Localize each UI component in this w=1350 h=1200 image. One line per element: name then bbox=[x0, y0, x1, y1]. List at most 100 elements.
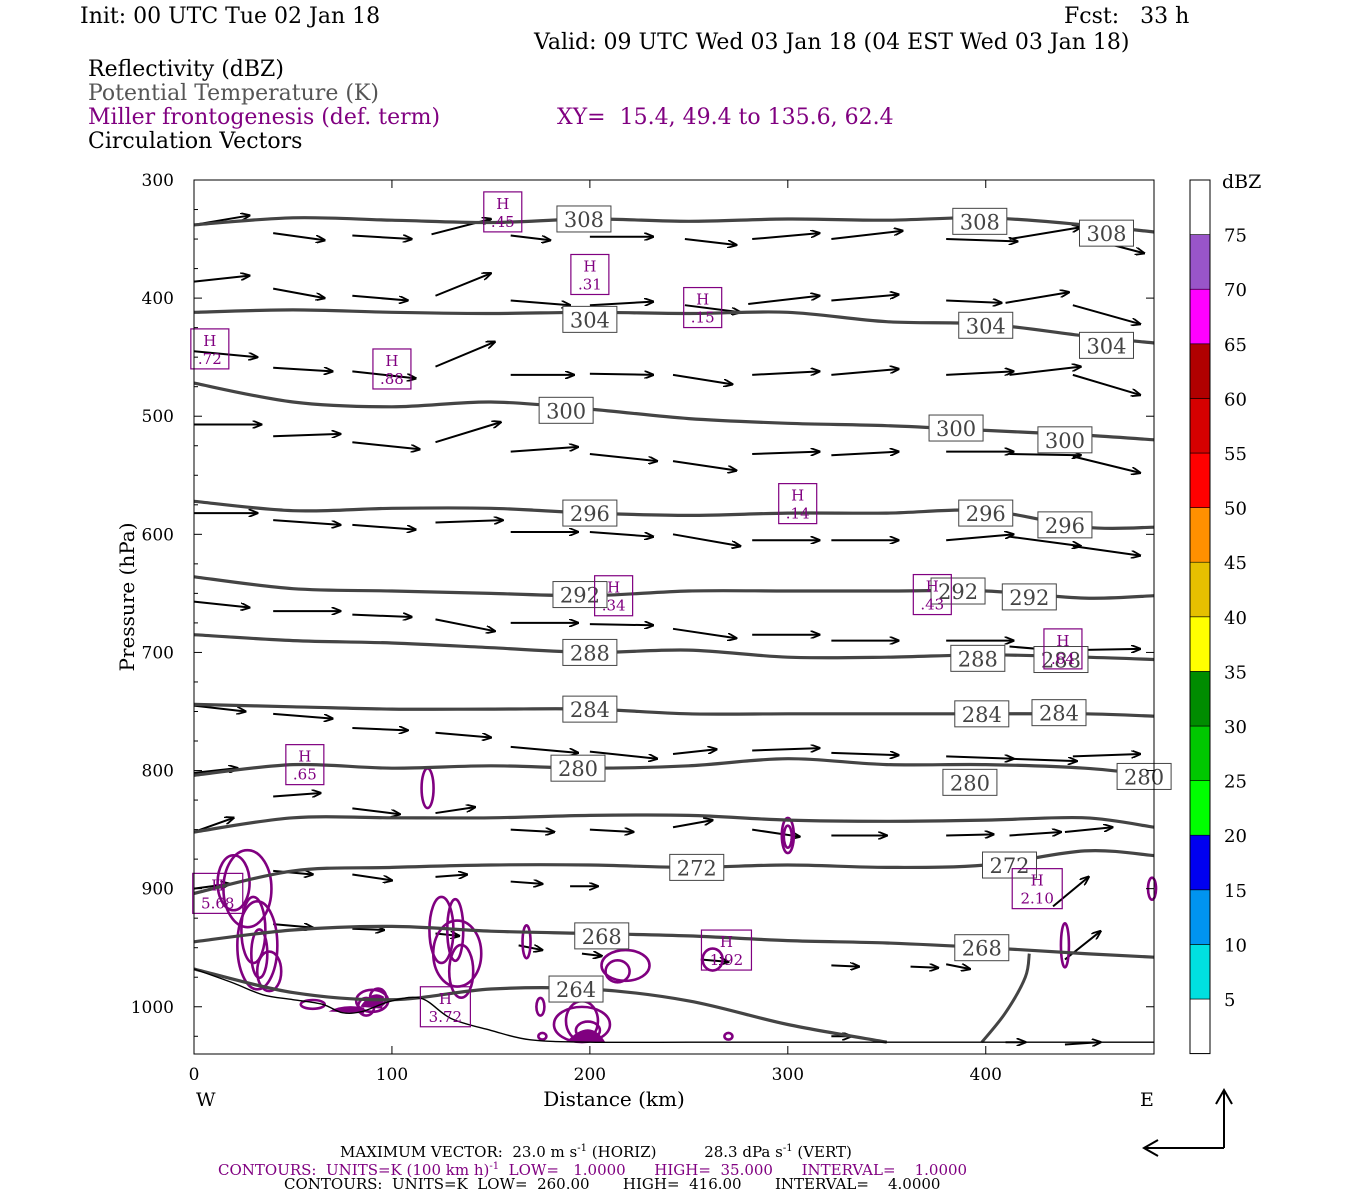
theta-label-box bbox=[958, 311, 1014, 339]
frontogenesis-maxima: H.45H.31H.15H.72 H.88H.14H.34H.43H.64H.65… bbox=[190, 191, 1083, 1028]
terrain-line bbox=[193, 968, 1154, 1044]
fronto-max-value: .64 bbox=[1051, 650, 1075, 668]
max-vector-label: MAXIMUM VECTOR: bbox=[340, 1143, 503, 1161]
vector-arrow bbox=[1072, 545, 1140, 555]
theta-label: 304 bbox=[570, 308, 610, 332]
fronto-max-value: 5.68 bbox=[201, 894, 234, 912]
theta-contour-280 bbox=[193, 757, 1155, 777]
vector-arrow bbox=[352, 728, 407, 730]
theta-label-box bbox=[1037, 426, 1093, 454]
vector-arrow bbox=[831, 452, 898, 457]
fronto-max-box bbox=[419, 986, 471, 1028]
theta-label: 300 bbox=[546, 399, 586, 423]
theta-label: 304 bbox=[1086, 334, 1126, 358]
vector-arrow bbox=[193, 600, 249, 608]
plot-frame bbox=[193, 179, 1155, 1055]
fronto-max-h: H bbox=[926, 578, 939, 596]
vector-arrow bbox=[352, 873, 392, 880]
colorbar-swatch bbox=[1189, 998, 1211, 1054]
vector-arrow bbox=[946, 239, 1017, 241]
theta-label-box bbox=[982, 851, 1038, 879]
theta-contour-296 bbox=[193, 499, 1155, 531]
theta-label-box bbox=[1031, 699, 1087, 727]
fronto-contour-units: CONTOURS: UNITS=K (100 km h) bbox=[218, 1161, 490, 1179]
vector-arrow bbox=[831, 753, 898, 755]
vector-arrow bbox=[1072, 304, 1140, 324]
frontogenesis-contour bbox=[782, 824, 794, 849]
x-tick-label: 200 bbox=[574, 1065, 606, 1085]
colorbar-label: 20 bbox=[1224, 826, 1247, 847]
vector-arrow bbox=[672, 373, 732, 384]
vector-arrow bbox=[946, 834, 994, 835]
fronto-max-value: 1.92 bbox=[710, 951, 743, 969]
fronto-max-value: 2.10 bbox=[1021, 890, 1054, 908]
theta-contour-288 bbox=[193, 633, 1155, 662]
frontogenesis-filled bbox=[566, 1029, 606, 1043]
fronto-max-value: .45 bbox=[491, 213, 515, 231]
theta-contour-300 bbox=[193, 381, 1155, 442]
fronto-max-h: H bbox=[211, 876, 224, 894]
vector-arrow bbox=[1064, 931, 1101, 961]
theta-label: 308 bbox=[1086, 222, 1126, 246]
colorbar-label: 65 bbox=[1224, 335, 1247, 356]
vector-arrow bbox=[435, 273, 490, 297]
fronto-max-box bbox=[778, 483, 818, 525]
frontogenesis-contour bbox=[236, 900, 279, 991]
fronto-max-h: H bbox=[583, 257, 596, 275]
contour-labels: 308 308 308 304 304 304 300 300 300 296 296 296 292 2… bbox=[538, 205, 1172, 1003]
theta-label: 288 bbox=[570, 641, 610, 665]
theta-contour-276 bbox=[193, 813, 1155, 834]
vector-arrow bbox=[589, 624, 653, 625]
vector-arrow bbox=[1072, 754, 1140, 756]
theta-label-box bbox=[954, 934, 1010, 962]
theta-contour-info: CONTOURS: UNITS=K LOW= 260.00 HIGH= 416.… bbox=[284, 1175, 941, 1193]
fronto-max-box bbox=[1043, 628, 1083, 670]
colorbar-swatch bbox=[1189, 561, 1211, 618]
vector-arrow bbox=[1052, 877, 1089, 908]
theta-contour-268-branch bbox=[980, 953, 1031, 1044]
fronto-max-box bbox=[1011, 868, 1063, 910]
frontogenesis-contour bbox=[250, 928, 269, 980]
colorbar-label: 35 bbox=[1224, 662, 1247, 683]
vector-arrow bbox=[946, 756, 1013, 758]
vector-arrow bbox=[672, 533, 740, 546]
fronto-max-h: H bbox=[439, 990, 452, 1008]
fronto-max-box bbox=[372, 348, 412, 390]
colorbar-label: 50 bbox=[1224, 499, 1247, 520]
theta-label: 308 bbox=[564, 208, 604, 232]
theta-label-box bbox=[562, 499, 618, 527]
vector-arrow bbox=[435, 520, 502, 522]
x-tick-label: 100 bbox=[376, 1065, 408, 1085]
theta-label: 272 bbox=[677, 856, 717, 880]
x-tick-label: 0 bbox=[189, 1065, 200, 1085]
vert-tail: (VERT) bbox=[797, 1143, 852, 1161]
vector-arrow bbox=[910, 967, 939, 968]
frontogenesis-contour bbox=[447, 943, 475, 1000]
fronto-contour-range: LOW= 1.0000 HIGH= 35.000 INTERVAL= 1.000… bbox=[499, 1161, 968, 1179]
theta-label: 304 bbox=[966, 314, 1006, 338]
theta-label-box bbox=[952, 207, 1008, 235]
y-tick-label: 900 bbox=[142, 880, 174, 900]
colorbar-swatch bbox=[1189, 179, 1211, 235]
theta-label-box bbox=[548, 975, 604, 1003]
fronto-max-h: H bbox=[607, 579, 620, 597]
reflectivity-title: Reflectivity (dBZ) bbox=[88, 57, 284, 82]
vector-arrow bbox=[193, 350, 257, 357]
vector-arrow bbox=[589, 302, 653, 307]
vector-arrow bbox=[672, 749, 717, 755]
theta-label: 296 bbox=[1045, 514, 1085, 538]
circulation-vectors bbox=[193, 215, 1144, 1044]
frontogenesis-contour bbox=[537, 1031, 548, 1041]
vector-arrow bbox=[510, 830, 555, 832]
theta-title: Potential Temperature (K) bbox=[88, 81, 379, 106]
vector-arrow bbox=[672, 460, 736, 470]
fronto-max-value: .14 bbox=[786, 505, 810, 523]
fronto-max-h: H bbox=[1056, 632, 1069, 650]
theta-label: 284 bbox=[1039, 702, 1079, 726]
frontogenesis-contour bbox=[723, 1031, 734, 1041]
vector-arrow bbox=[589, 530, 653, 537]
theta-label-box bbox=[562, 638, 618, 666]
colorbar-label: 5 bbox=[1224, 990, 1235, 1011]
vector-arrow bbox=[752, 371, 819, 376]
